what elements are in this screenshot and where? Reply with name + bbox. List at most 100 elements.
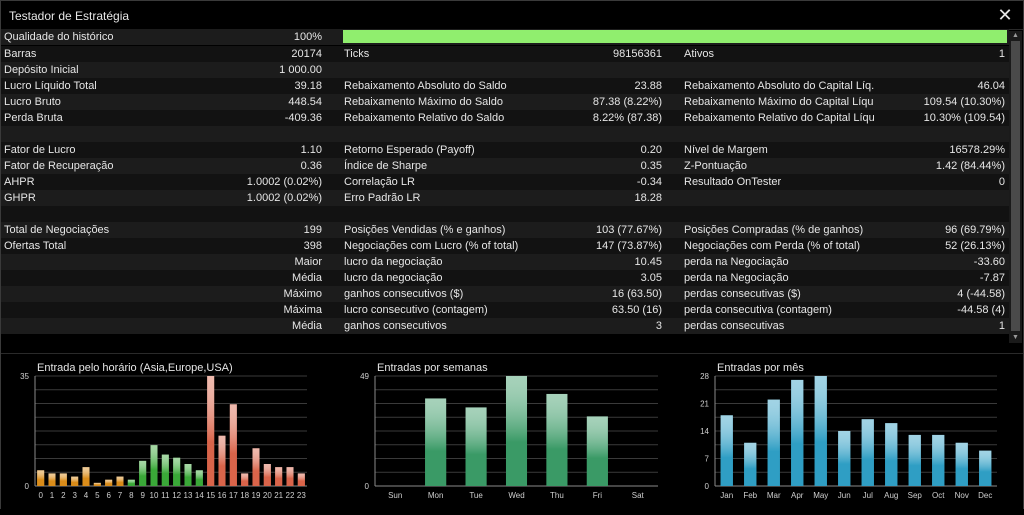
stat-value: 199: [303, 224, 322, 236]
stat-label: [344, 126, 574, 142]
chart-bar-shade: [116, 476, 124, 486]
chart-weekday-svg: 0 49 Sun Mon Tue Wed Thu Fri Sat: [360, 372, 658, 500]
stat-label: Lucro Bruto: [4, 96, 61, 108]
chart-bar-shade: [275, 467, 283, 486]
x-tick-label: 11: [161, 491, 170, 500]
stat-label: Posições Compradas (% de ganhos): [684, 224, 864, 236]
stat-label: perdas consecutivas: [684, 320, 785, 332]
chart-bar-shade: [252, 448, 260, 486]
y-tick-label: 14: [700, 427, 709, 436]
stat-value: 39.18: [294, 80, 322, 92]
stat-value: 1.42 (84.44%): [935, 160, 1005, 172]
scroll-thumb[interactable]: [1011, 41, 1020, 331]
stat-label: Rebaixamento Máximo do Saldo: [344, 96, 503, 108]
stat-value: 398: [303, 240, 322, 252]
x-tick-label: Mar: [767, 491, 781, 500]
x-tick-label: 8: [129, 491, 134, 500]
stat-label: [684, 206, 874, 222]
chart-bar-shade: [207, 376, 215, 486]
stat-label: Negociações com Lucro (% of total): [344, 240, 519, 252]
stat-label: Negociações com Perda (% of total): [684, 240, 861, 252]
stat-value: [201, 126, 322, 142]
chart-weekday: Entradas por semanas 0 49 Sun Mon Tue Wed Thu F…: [341, 354, 681, 510]
stats-row: Média lucro da negociação 3.05 perda na Neg…: [1, 270, 1009, 286]
stat-value: 46.04: [977, 80, 1005, 92]
stats-row: Média ganhos consecutivos 3 perdas consecut…: [1, 318, 1009, 334]
stat-label: Rebaixamento Absoluto do Capital Líq...: [684, 80, 874, 92]
stat-value: [871, 126, 1005, 142]
x-tick-label: 16: [218, 491, 227, 500]
chart-bar-shade: [93, 482, 101, 486]
quality-row: Qualidade do histórico 100%: [1, 29, 1009, 45]
scroll-up-icon[interactable]: ▲: [1012, 32, 1019, 39]
stat-value: 20174: [291, 48, 322, 60]
stat-label: Máximo: [283, 288, 322, 300]
stat-value: [201, 206, 322, 222]
stat-value: 147 (73.87%): [595, 240, 662, 252]
quality-label: Qualidade do histórico: [4, 31, 114, 43]
x-tick-label: 0: [38, 491, 43, 500]
x-tick-label: 20: [263, 491, 272, 500]
stat-label: Índice de Sharpe: [344, 160, 428, 172]
y-tick-label: 21: [700, 400, 709, 409]
charts-panel: Entrada pelo horário (Asia,Europe,USA) 0…: [1, 353, 1023, 510]
stat-value: -409.36: [284, 112, 322, 124]
stat-label: [4, 206, 204, 222]
x-tick-label: 4: [84, 491, 89, 500]
stat-label: Z-Pontuação: [684, 160, 747, 172]
stat-label: Resultado OnTester: [684, 176, 782, 188]
stat-label: Nível de Margem: [684, 144, 768, 156]
x-tick-label: Tue: [469, 491, 483, 500]
stat-label: [684, 190, 874, 206]
chart-bar-shade: [885, 423, 898, 486]
x-tick-label: Feb: [743, 491, 757, 500]
title-bar: Testador de Estratégia ✕: [1, 1, 1023, 30]
x-tick-label: Oct: [932, 491, 945, 500]
stat-value: 52 (26.13%): [945, 240, 1005, 252]
x-tick-label: Sep: [908, 491, 923, 500]
stat-label: lucro consecutivo (contagem): [344, 304, 488, 316]
stat-label: [344, 62, 574, 78]
stats-row: Depósito Inicial 1 000.00: [1, 62, 1009, 78]
chart-bar-shade: [814, 376, 827, 486]
stat-label: ganhos consecutivos ($): [344, 288, 464, 300]
chart-bar-shade: [263, 464, 271, 486]
stat-value: 98156361: [613, 48, 662, 60]
chart-title-weekday: Entradas por semanas: [377, 362, 488, 374]
stat-label: Fator de Recuperação: [4, 160, 114, 172]
results-table: Qualidade do histórico 100% Barras 20174 T…: [1, 29, 1009, 343]
stat-label: GHPR: [4, 192, 36, 204]
chart-monthly-svg: 0 7 14 21 28 Jan Feb Mar Apr May Jun Jul Aug Sep Oct No…: [700, 372, 997, 500]
stat-value: 87.38 (8.22%): [592, 96, 662, 108]
window-title: Testador de Estratégia: [9, 9, 130, 23]
chart-bar-shade: [955, 442, 968, 486]
x-tick-label: 9: [140, 491, 145, 500]
stat-label: Correlação LR: [344, 176, 415, 188]
stat-label: Rebaixamento Máximo do Capital Líqui...: [684, 96, 874, 108]
stat-value: 10.45: [634, 256, 662, 268]
stat-value: 16578.29%: [949, 144, 1005, 156]
y-tick-label: 35: [20, 372, 29, 381]
stats-row: [1, 126, 1009, 142]
scroll-down-icon[interactable]: ▼: [1012, 334, 1019, 341]
stat-label: Média: [292, 320, 322, 332]
chart-bar-shade: [720, 415, 733, 486]
stat-value: 0.20: [640, 144, 662, 156]
x-tick-label: Nov: [955, 491, 969, 500]
stat-label: Máxima: [283, 304, 322, 316]
x-tick-label: 1: [50, 491, 55, 500]
chart-bar-shade: [425, 398, 447, 486]
vertical-scrollbar[interactable]: ▲ ▼: [1009, 31, 1022, 343]
y-tick-label: 49: [360, 372, 369, 381]
quality-progress-bar: [343, 30, 1007, 43]
y-tick-label: 7: [705, 455, 710, 464]
x-tick-label: 22: [286, 491, 295, 500]
close-icon[interactable]: ✕: [997, 5, 1013, 25]
stat-value: 1.10: [300, 144, 322, 156]
x-tick-label: 12: [172, 491, 181, 500]
stat-value: 3: [655, 320, 662, 332]
y-tick-label: 0: [365, 482, 370, 491]
stats-row: Total de Negociações 199 Posições Vendidas…: [1, 222, 1009, 238]
stats-row: Fator de Recuperação 0.36 Índice de Sharpe…: [1, 158, 1009, 174]
